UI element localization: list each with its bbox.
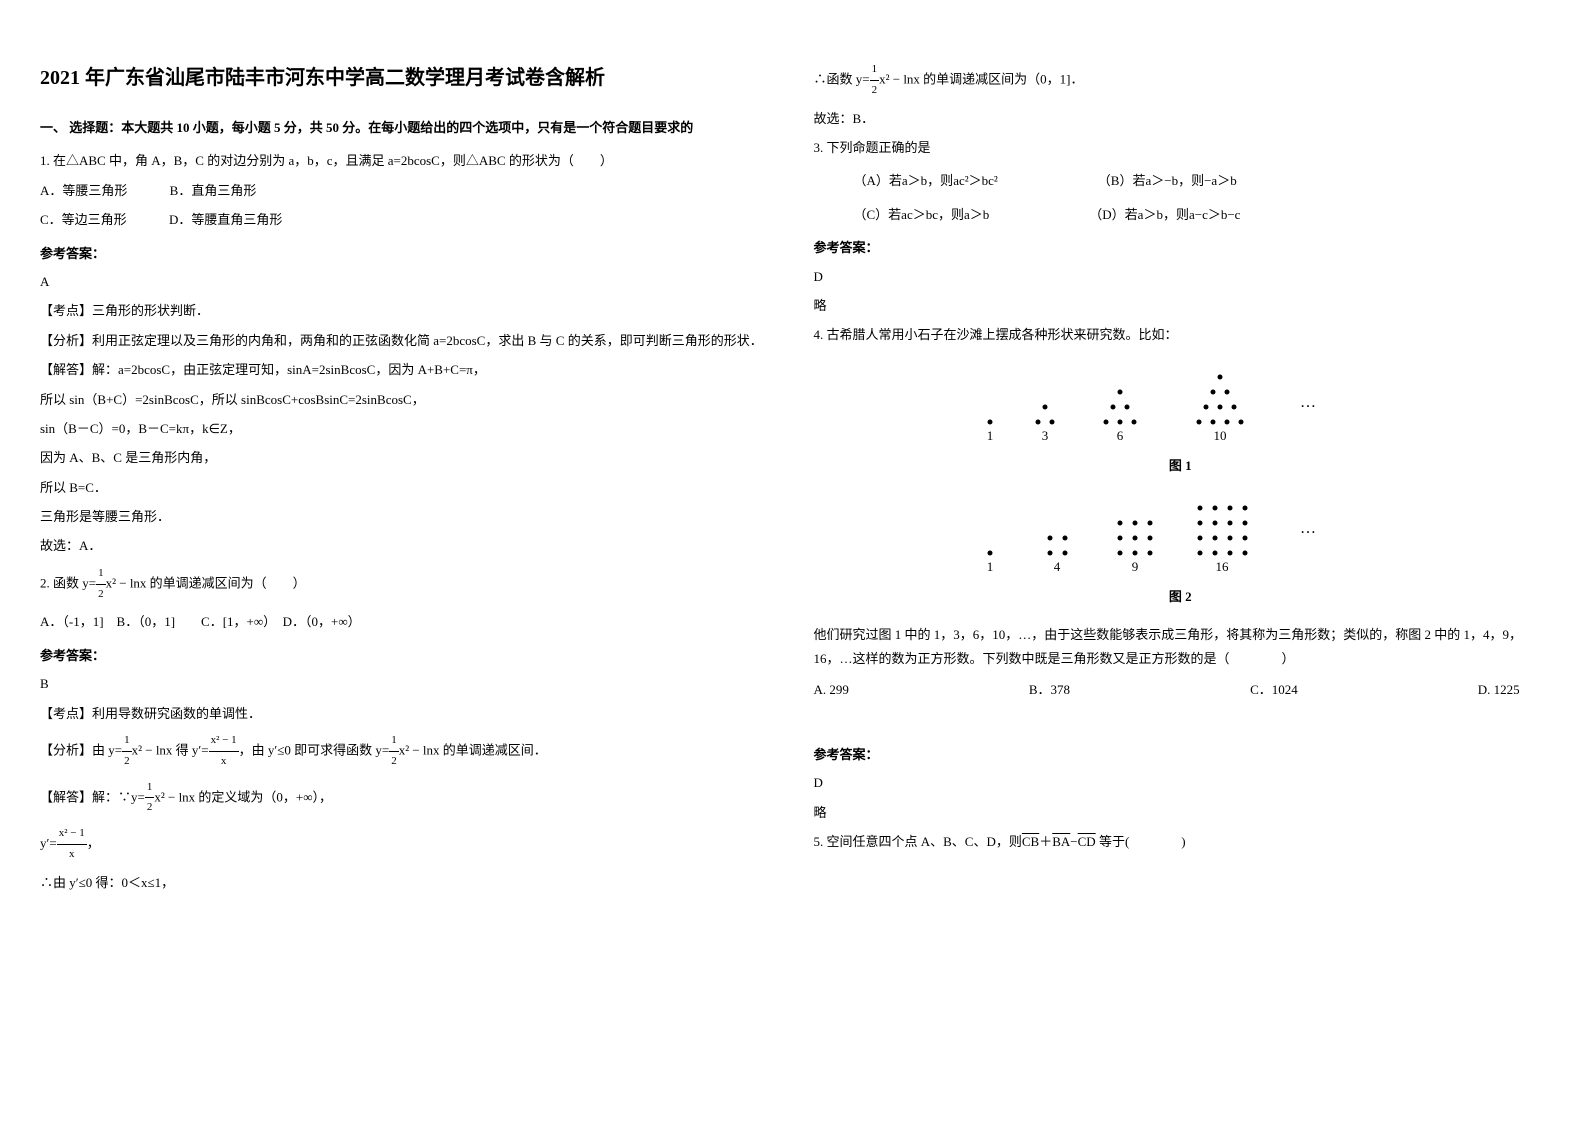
q3-stem: 3. 下列命题正确的是	[814, 136, 1548, 159]
one-half-frac: 12	[96, 564, 106, 605]
svg-text:4: 4	[1054, 559, 1061, 574]
q2-yprime-pre: y′=	[40, 835, 57, 850]
r1-pre: ∴函数 y=	[814, 71, 870, 86]
q2-answer: B	[40, 672, 774, 695]
q1-opt-b: B．直角三角形	[170, 183, 257, 198]
q2-stem-post: x² − lnx 的单调递减区间为（ ）	[106, 575, 306, 590]
q2-analysis: 【分析】由 y=12x² − lnx 得 y′=x² − 1x，由 y′≤0 即…	[40, 731, 774, 772]
svg-text:6: 6	[1117, 428, 1124, 443]
triangle-dots-svg: 1 3 6 10 …	[960, 362, 1400, 452]
q1-opt-d: D．等腰直角三角形	[169, 212, 282, 227]
square-dots-svg: 1 4 9 16 …	[960, 493, 1400, 583]
q3-opt-a: （A）若a＞b，则ac²＞bc²	[854, 169, 998, 192]
q5-post: 等于( )	[1096, 834, 1186, 849]
q2-analysis-post: x² − lnx 的单调递减区间．	[399, 742, 547, 757]
q3-opt-d: （D）若a＞b，则a−c＞b−c	[1089, 203, 1240, 226]
svg-text:9: 9	[1132, 559, 1139, 574]
q1-answer: A	[40, 270, 774, 293]
q1-analysis-tag: 【分析】利用正弦定理以及三角形的内角和，两角和的正弦函数化简 a=2bcosC，…	[40, 329, 774, 352]
q1-solve-tag: 【解答】解：a=2bcosC，由正弦定理可知，sinA=2sinBcosC，因为…	[40, 358, 774, 381]
q3-opt-c: （C）若ac＞bc，则a＞b	[854, 203, 990, 226]
q4-omit: 略	[814, 801, 1548, 824]
q5-pre: 5. 空间任意四个点 A、B、C、D，则	[814, 834, 1022, 849]
frac-half-a: 12	[122, 731, 132, 772]
section-heading: 一、 选择题：本大题共 10 小题，每小题 5 分，共 50 分。在每小题给出的…	[40, 116, 774, 139]
vec-ba: BA	[1052, 834, 1070, 849]
r1-post: x² − lnx 的单调递减区间为（0，1]．	[879, 71, 1083, 86]
q4-opts: A. 299 B．378 C．1024 D. 1225	[814, 678, 1548, 701]
svg-text:3: 3	[1042, 428, 1049, 443]
q4-opt-c: C．1024	[1250, 678, 1298, 701]
q1-step-1: sin（B－C）=0，B－C=kπ，k∈Z，	[40, 417, 774, 440]
q1-point-tag: 【考点】三角形的形状判断．	[40, 299, 774, 322]
q3-row1: （A）若a＞b，则ac²＞bc² （B）若a＞−b，则−a＞b	[814, 169, 1548, 192]
q3-omit: 略	[814, 294, 1548, 317]
figure-1: 1 3 6 10 … 图 1	[814, 362, 1548, 478]
frac-half-c: 12	[145, 778, 155, 819]
q4-answer-label: 参考答案：	[814, 743, 1548, 766]
q4-opt-b: B．378	[1029, 678, 1070, 701]
q1-opt-row2: C．等边三角形 D．等腰直角三角形	[40, 208, 774, 231]
q1-step-3: 所以 B=C．	[40, 476, 774, 499]
svg-text:16: 16	[1216, 559, 1230, 574]
q2-solve-post: x² − lnx 的定义域为（0，+∞），	[154, 789, 332, 804]
cont-r1: ∴函数 y=12x² − lnx 的单调递减区间为（0，1]．	[814, 60, 1548, 101]
q1-step-4: 三角形是等腰三角形．	[40, 505, 774, 528]
q1-answer-label: 参考答案：	[40, 242, 774, 265]
q1-opt-a: A．等腰三角形	[40, 183, 127, 198]
q4-answer: D	[814, 771, 1548, 794]
q3-opt-b: （B）若a＞−b，则−a＞b	[1098, 169, 1237, 192]
q3-answer: D	[814, 265, 1548, 288]
svg-text:10: 10	[1214, 428, 1227, 443]
q4-desc: 他们研究过图 1 中的 1，3，6，10，…，由于这些数能够表示成三角形，将其称…	[814, 623, 1548, 670]
q1-step-5: 故选：A．	[40, 534, 774, 557]
main-title: 2021 年广东省汕尾市陆丰市河东中学高二数学理月考试卷含解析	[40, 60, 774, 96]
fig2-caption: 图 2	[814, 585, 1548, 608]
q1-step-0: 所以 sin（B+C）=2sinBcosC，所以 sinBcosC+cosBsi…	[40, 388, 774, 411]
cont-r2: 故选：B．	[814, 107, 1548, 130]
svg-text:…: …	[1300, 520, 1316, 537]
svg-text:1: 1	[987, 559, 994, 574]
fig1-caption: 图 1	[814, 454, 1548, 477]
q2-yprime: y′=x² − 1x，	[40, 824, 774, 865]
q2-point-tag: 【考点】利用导数研究函数的单调性．	[40, 702, 774, 725]
q1-opt-c: C．等边三角形	[40, 212, 127, 227]
q1-stem: 1. 在△ABC 中，角 A，B，C 的对边分别为 a，b，c，且满足 a=2b…	[40, 149, 774, 172]
q2-last-step: ∴由 y′≤0 得：0＜x≤1，	[40, 871, 774, 894]
q2-analysis-mid1: x² − lnx 得 y′=	[132, 742, 209, 757]
frac-x2m1-a: x² − 1x	[209, 731, 239, 772]
vec-cb: CB	[1022, 834, 1039, 849]
q2-stem: 2. 函数 y=12x² − lnx 的单调递减区间为（ ）	[40, 564, 774, 605]
q1-step-2: 因为 A、B、C 是三角形内角，	[40, 446, 774, 469]
figure-2: 1 4 9 16 … 图 2	[814, 493, 1548, 609]
q2-solve-pre: 【解答】解：∵y=	[40, 789, 145, 804]
q2-yprime-post: ，	[87, 835, 100, 850]
frac-half-b: 12	[389, 731, 399, 772]
q2-analysis-pre: 【分析】由 y=	[40, 742, 122, 757]
q5-stem: 5. 空间任意四个点 A、B、C、D，则CB＋BA−CD 等于( )	[814, 830, 1548, 853]
q2-stem-pre: 2. 函数 y=	[40, 575, 96, 590]
q2-answer-label: 参考答案：	[40, 644, 774, 667]
svg-text:1: 1	[987, 428, 994, 443]
q4-stem: 4. 古希腊人常用小石子在沙滩上摆成各种形状来研究数。比如：	[814, 323, 1548, 346]
q2-opts: A．（-1，1] B．（0，1] C．[1，+∞） D．（0，+∞）	[40, 610, 774, 633]
vec-cd: CD	[1078, 834, 1096, 849]
svg-text:…: …	[1300, 394, 1316, 411]
q3-answer-label: 参考答案：	[814, 236, 1548, 259]
q2-analysis-mid2: ，由 y′≤0 即可求得函数 y=	[239, 742, 390, 757]
q2-solve: 【解答】解：∵y=12x² − lnx 的定义域为（0，+∞），	[40, 778, 774, 819]
q4-opt-a: A. 299	[814, 678, 849, 701]
frac-half-r: 12	[870, 60, 880, 101]
q3-row2: （C）若ac＞bc，则a＞b （D）若a＞b，则a−c＞b−c	[814, 203, 1548, 226]
q1-opt-row1: A．等腰三角形 B．直角三角形	[40, 179, 774, 202]
q4-opt-d: D. 1225	[1478, 678, 1520, 701]
frac-x2m1-b: x² − 1x	[57, 824, 87, 865]
